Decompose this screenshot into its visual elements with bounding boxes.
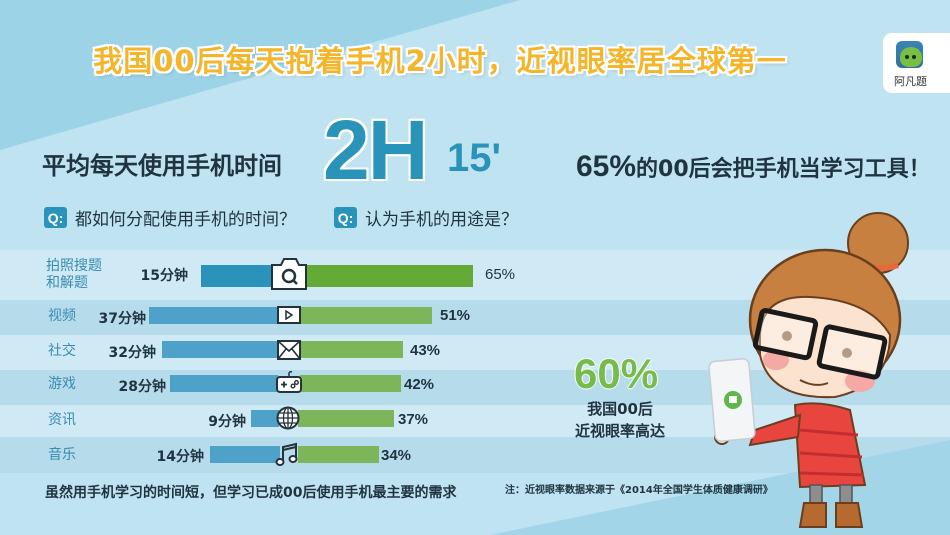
conclusion-text: 虽然用手机学习的时间短，但学习已成00后使用手机最主要的需求 [45,485,457,501]
q-badge: Q: [44,207,67,228]
app-logo-icon [896,41,923,68]
time-value: 28分钟 [118,379,166,395]
app-logo-text: 阿凡题 [894,75,927,88]
time-value: 14分钟 [156,449,204,465]
globe-icon [276,406,300,434]
use-bar [298,410,394,427]
time-bar [149,307,279,324]
app-logo[interactable]: 阿凡题 [883,33,950,93]
play-icon [277,306,301,324]
question-text: 都如何分配使用手机的时间？ [75,210,296,230]
avg-minutes: 15' [447,136,502,180]
time-value: 32分钟 [108,345,156,361]
use-bar [300,265,473,287]
gamepad-icon [276,370,302,398]
myopia-line1: 我国00后 [587,400,653,418]
source-note: 注：近视眼率数据来源于《2014年全国学生体质健康调研》 [505,485,773,496]
camera-search-icon [270,256,308,295]
use-bar [300,375,401,392]
use-bar [300,341,403,358]
study-stat-value: 65% [576,150,637,183]
q-badge: Q: [334,207,357,228]
row-label: 音乐 [48,447,76,463]
pct-value: 43% [410,342,441,359]
time-bar [170,375,278,392]
row-label: 资讯 [48,412,76,428]
row-label: 拍照搜题 和解题 [46,258,102,291]
pct-value: 65% [485,266,516,283]
row-label: 游戏 [48,376,76,392]
time-value: 15分钟 [140,268,188,284]
girl-illustration [700,205,950,535]
myopia-stat-value: 60% [574,350,659,397]
avg-time-label: 平均每天使用手机时间 [42,152,282,180]
question-text: 认为手机的用途是？ [365,210,518,230]
myopia-stat-label: 我国00后 近视眼率高达 [560,398,680,442]
time-bar [210,446,280,463]
pct-value: 42% [404,376,435,393]
question-time-allocation: Q: 都如何分配使用手机的时间？ [44,205,296,230]
avg-hours: 2H [323,103,428,197]
question-phone-use: Q: 认为手机的用途是？ [334,205,518,230]
time-value: 37分钟 [98,311,146,327]
page-title: 我国00后每天抱着手机2小时，近视眼率居全球第一 [93,44,787,78]
envelope-icon [277,340,301,364]
use-bar [300,307,432,324]
pct-value: 34% [381,447,412,464]
time-bar [201,265,281,287]
pct-value: 51% [440,307,471,324]
time-bar [162,341,278,358]
music-note-icon [275,441,299,471]
time-bar [251,410,279,427]
time-value: 9分钟 [208,414,246,430]
background-shape-bottom [490,440,950,535]
row-label: 社交 [48,343,76,359]
myopia-line2: 近视眼率高达 [574,422,665,440]
pct-value: 37% [398,411,429,428]
use-bar [298,446,379,463]
study-stat: 65%的00后会把手机当学习工具！ [576,150,931,184]
background-shape-top [0,0,520,150]
row-label: 视频 [48,308,76,324]
study-stat-text: 的00后会把手机当学习工具！ [636,157,931,182]
